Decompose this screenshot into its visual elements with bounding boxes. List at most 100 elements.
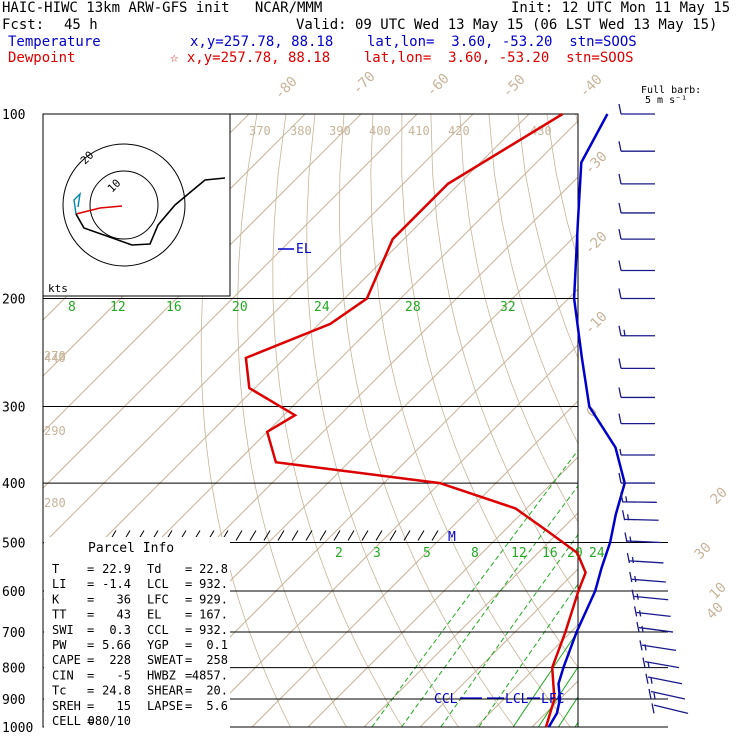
- parcel-label: CCL: [147, 623, 169, 637]
- parcel-equals: =: [87, 699, 94, 713]
- mixing-ratio-label: 12: [110, 300, 126, 315]
- parcel-equals: =: [87, 653, 94, 667]
- parcel-value: 22.9: [102, 562, 131, 576]
- pressure-label: 900: [2, 693, 25, 708]
- parcel-equals: =: [87, 562, 94, 576]
- parcel-equals: =: [87, 714, 94, 728]
- parcel-equals: =: [87, 608, 94, 622]
- isotherm-label: -70: [350, 69, 379, 98]
- barb-flag: [618, 202, 622, 214]
- mixing-ratio-label: 32: [500, 300, 516, 315]
- barb-staff: [644, 660, 680, 669]
- mixing-ratio-label: 20: [232, 300, 248, 315]
- parcel-label: SREH: [52, 699, 81, 713]
- dry-adiabat-line: [605, 114, 740, 740]
- hatch-mark: [249, 530, 257, 541]
- wind-barb: [618, 358, 655, 370]
- parcel-value: 167.: [199, 608, 228, 622]
- sounding-profiles: [244, 112, 626, 728]
- barb-flag: [618, 387, 622, 398]
- parcel-label: SHEAR: [147, 684, 184, 698]
- hatch-mark: [235, 530, 243, 541]
- parcel-label: LAPSE: [147, 699, 183, 713]
- wind-barb: [621, 510, 659, 521]
- forecast-hour: 45 h: [64, 17, 98, 33]
- hatch-mark: [431, 530, 439, 541]
- wind-barb: [642, 657, 680, 669]
- wind-barb: [618, 260, 655, 272]
- dry-adiabat-line: [200, 114, 291, 727]
- mixing-ratio-lines: [371, 449, 578, 727]
- theta-label: 290: [44, 424, 66, 438]
- mixing-ratio-line: [371, 449, 578, 727]
- isotherm-label: -50: [500, 72, 529, 101]
- pressure-label: 800: [2, 662, 25, 677]
- isotherm-label: 40: [704, 600, 727, 623]
- barb-staff: [629, 560, 664, 564]
- dry-adiabat-line: [306, 114, 459, 727]
- barb-half-flag: [626, 514, 630, 521]
- theta-label: 430: [530, 124, 552, 138]
- mixing-ratio-label: 28: [405, 300, 421, 315]
- parcel-label: LFC: [147, 592, 169, 606]
- pressure-label: 600: [2, 585, 25, 600]
- isotherm-line: [419, 568, 578, 727]
- wind-barb: [618, 288, 655, 300]
- barb-half-flag: [653, 692, 656, 700]
- level-markers: EL M CCL LCL LFC: [278, 242, 564, 707]
- theta-label: 390: [329, 124, 351, 138]
- mixing-ratio-label: 24: [314, 300, 330, 315]
- wind-barb: [636, 621, 674, 633]
- barb-flag: [618, 228, 622, 240]
- theta-label: 410: [408, 124, 430, 138]
- parcel-value: 5.6: [206, 699, 228, 713]
- melting-level-marker: M: [448, 530, 456, 545]
- barb-half-flag: [641, 625, 644, 633]
- barb-half-flag: [631, 556, 635, 564]
- parcel-info-table: T = 22.9 Td = 22.8 LI = -1.4 LCL = 932. K = 36 LFC = 929.…: [52, 562, 228, 728]
- mixing-ratio-label: 16: [166, 300, 182, 315]
- isotherm-line: [43, 114, 418, 489]
- isotherm-label: 10: [707, 580, 730, 603]
- parcel-label: CIN: [52, 668, 74, 682]
- parcel-label: SWI: [52, 623, 74, 637]
- parcel-label: LI: [52, 577, 66, 591]
- mixing-ratio-line: [478, 583, 578, 727]
- isotherm-line: [588, 114, 740, 727]
- dry-adiabat-line: [370, 114, 571, 727]
- barb-flag: [636, 621, 640, 633]
- parcel-label: LCL: [147, 577, 169, 591]
- wind-barb: [631, 589, 669, 601]
- barb-flag: [618, 141, 622, 152]
- el-marker: EL: [296, 242, 312, 257]
- barb-staff: [650, 690, 686, 700]
- dewpoint-profile: [244, 112, 587, 728]
- barb-flag: [642, 657, 646, 668]
- isotherm-line: [363, 512, 578, 727]
- parcel-equals: =: [87, 684, 94, 698]
- mixing-ratio-label: 2: [335, 546, 343, 561]
- mixing-ratio-label: 24: [589, 546, 605, 561]
- parcel-label: Td: [147, 562, 161, 576]
- barb-half-flag: [636, 593, 639, 600]
- barb-staff: [624, 518, 659, 521]
- init-time: Init: 12 UTC Mon 11 May 15: [511, 0, 731, 16]
- wind-barb: [618, 387, 655, 399]
- wind-barb: [618, 141, 655, 152]
- isotherm-label: 20: [708, 485, 731, 508]
- isotherm-label: 30: [692, 540, 715, 563]
- model-title: HAIC-HIWC 13km ARW-GFS init NCAR/MMM: [2, 0, 323, 16]
- wind-barb: [618, 202, 655, 214]
- dry-adiabat-lines: [200, 114, 740, 740]
- barb-legend-units: 5 m s⁻¹: [645, 95, 687, 106]
- barb-flag: [633, 606, 638, 617]
- barb-staff: [626, 540, 662, 544]
- valid-time: Valid: 09 UTC Wed 13 May 15 (06 LST Wed …: [296, 17, 718, 33]
- parcel-label: PW: [52, 638, 67, 652]
- pressure-label: 1000: [2, 721, 33, 736]
- wind-barb: [618, 325, 655, 337]
- dry-adiabat-line: [459, 114, 578, 523]
- barb-flag: [618, 358, 622, 369]
- parcel-value: 4857.: [192, 668, 228, 682]
- dry-adiabat-line: [546, 114, 578, 261]
